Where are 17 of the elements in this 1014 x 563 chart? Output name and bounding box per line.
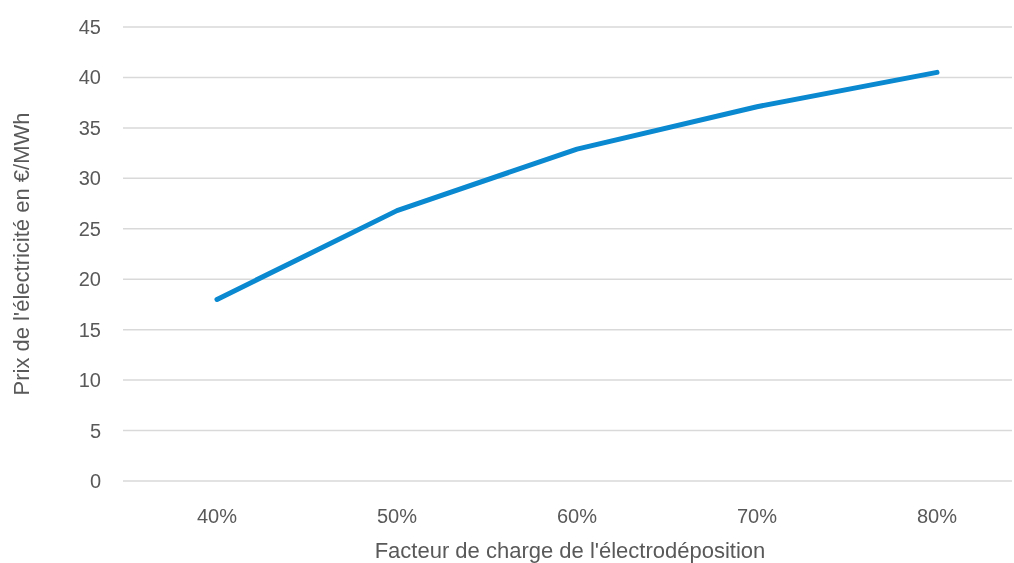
x-tick-label: 50% (376, 505, 418, 527)
x-tick-label: 80% (916, 505, 958, 527)
y-tick-label: 0 (89, 470, 101, 492)
y-tick-label: 15 (78, 318, 101, 341)
y-tick-label: 45 (78, 16, 101, 38)
y-tick-label: 40 (78, 66, 101, 89)
y-tick-label: 10 (78, 369, 101, 392)
x-tick-label: 40% (196, 505, 238, 527)
y-axis-title: Prix de l'électricité en €/MWh (9, 112, 34, 396)
y-tick-label: 20 (78, 268, 101, 291)
x-tick-label: 70% (736, 505, 778, 527)
x-axis-title: Facteur de charge de l'électrodéposition (374, 538, 766, 563)
x-tick-label: 60% (556, 505, 598, 527)
y-tick-label: 25 (78, 217, 101, 240)
y-tick-label: 30 (78, 167, 101, 190)
y-tick-label: 35 (78, 116, 101, 139)
y-tick-label: 5 (89, 419, 101, 442)
